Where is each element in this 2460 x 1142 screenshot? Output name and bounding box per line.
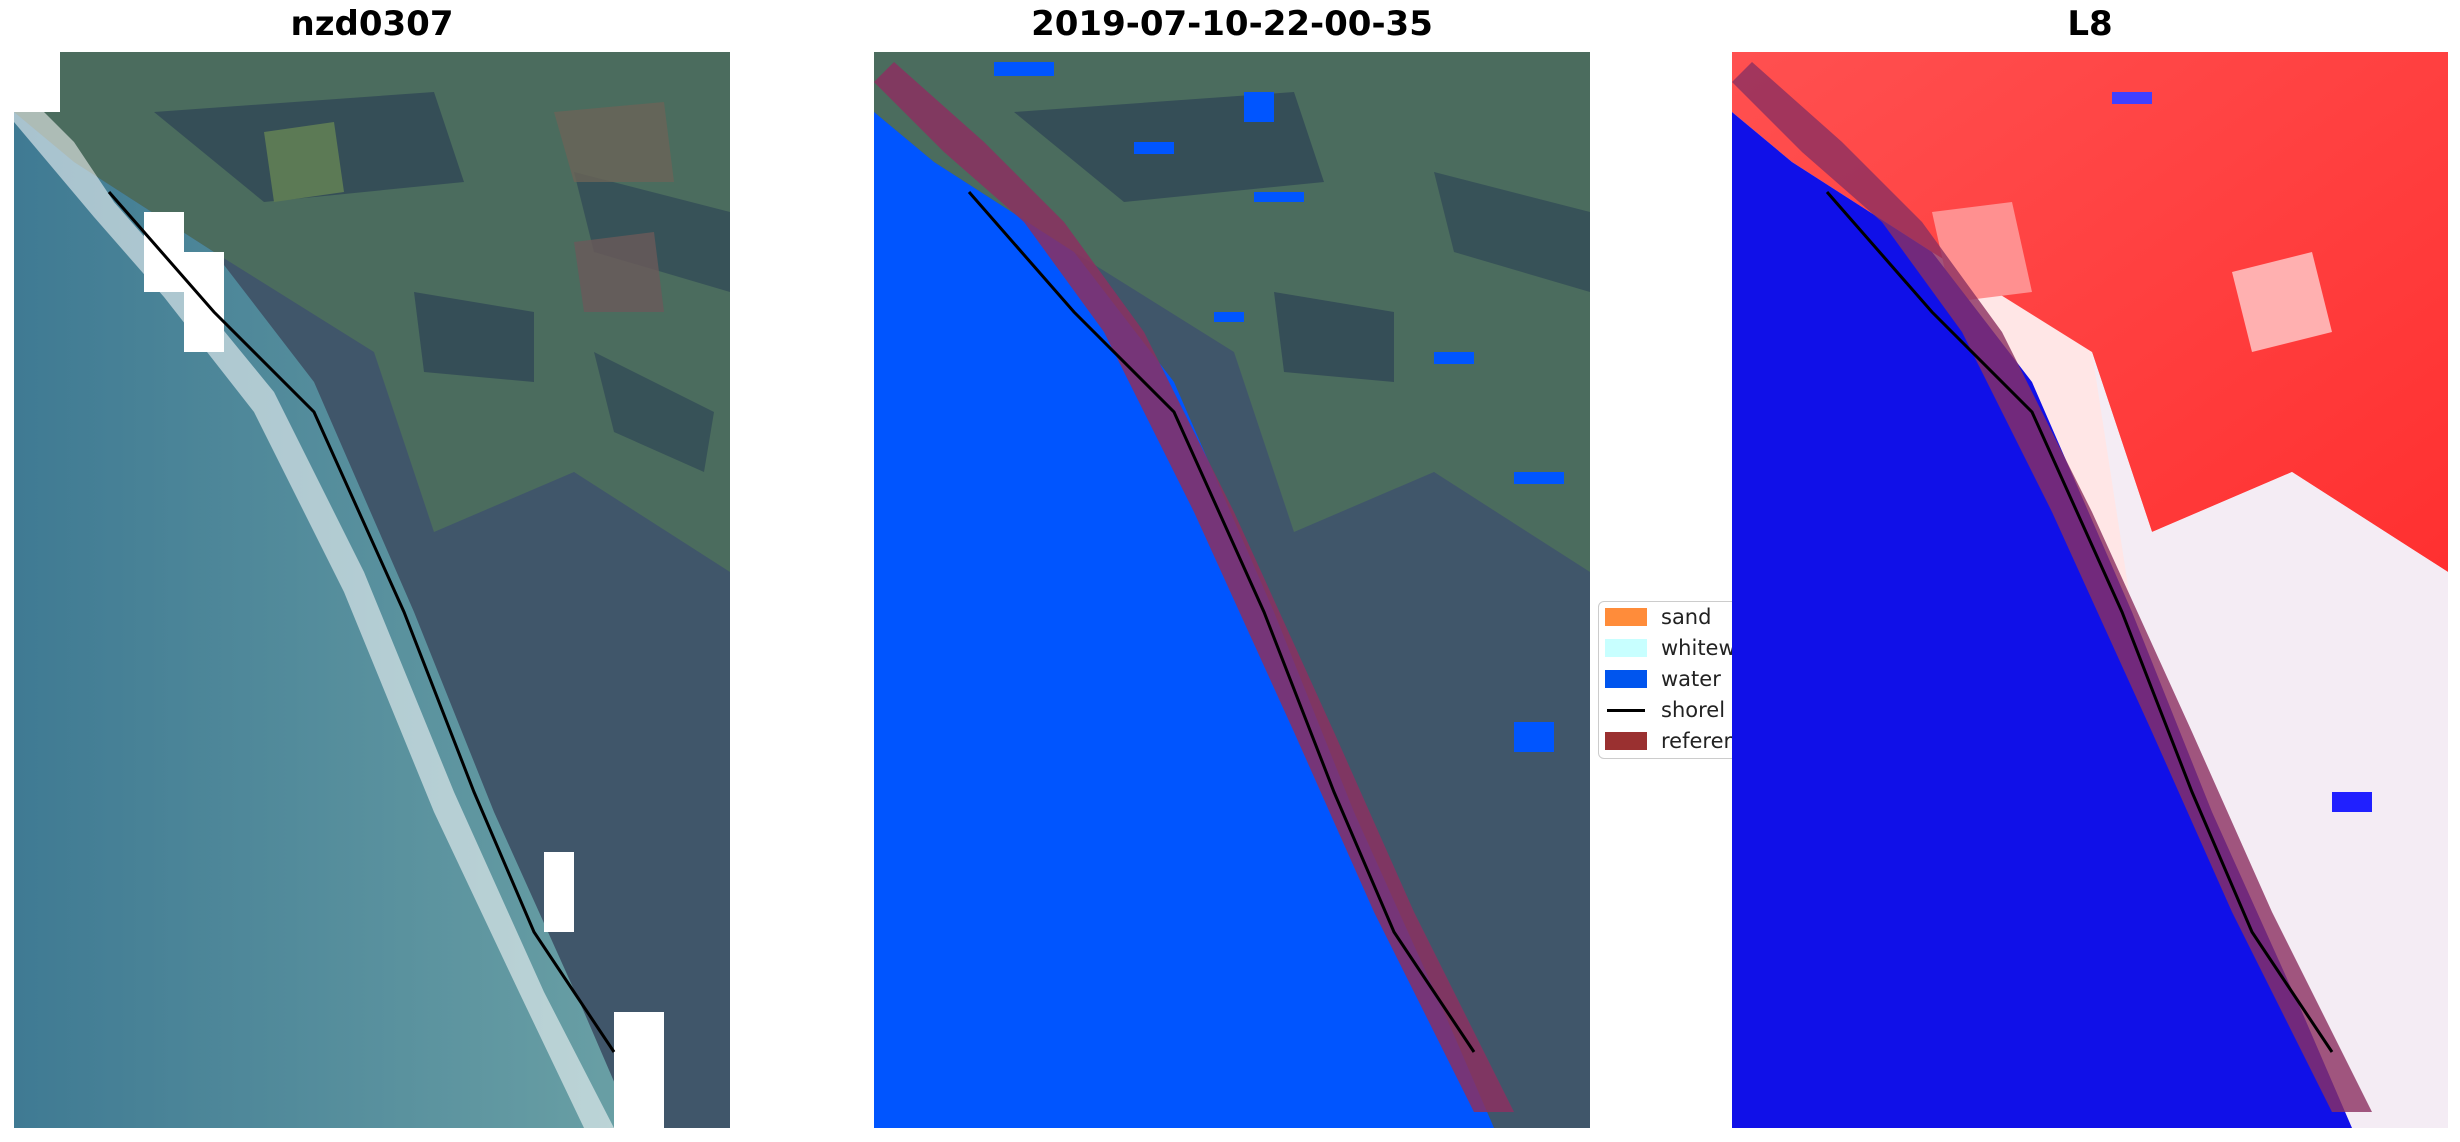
panel-title-3: L8: [2067, 4, 2113, 44]
whitewater-swatch: [1605, 639, 1647, 657]
classification-panel: [874, 52, 1590, 1128]
legend-item-reference: referen: [1605, 728, 1737, 754]
index-panel: [1732, 52, 2448, 1128]
classified-image: [874, 52, 1590, 1128]
legend-item-shoreline: shorel: [1605, 697, 1725, 723]
rgb-image-panel: [14, 52, 730, 1128]
legend-item-whitewater: whitew: [1605, 635, 1736, 661]
legend-label-shoreline: shorel: [1661, 698, 1726, 722]
water-swatch: [1605, 670, 1647, 688]
legend-item-water: water: [1605, 666, 1721, 692]
legend-label-whitewater: whitew: [1661, 636, 1736, 660]
legend-item-sand: sand: [1605, 604, 1711, 630]
panel-title-2: 2019-07-10-22-00-35: [1031, 4, 1433, 44]
sand-swatch: [1605, 608, 1647, 626]
legend: sand whitew water shorel referen: [1598, 601, 1738, 759]
index-image: [1732, 52, 2448, 1128]
panel-title-1: nzd0307: [290, 4, 454, 44]
legend-label-reference: referen: [1661, 729, 1737, 753]
rgb-image: [14, 52, 730, 1128]
reference-swatch: [1605, 732, 1647, 750]
legend-label-water: water: [1661, 667, 1721, 691]
legend-label-sand: sand: [1661, 605, 1712, 629]
shoreline-line-swatch: [1605, 701, 1647, 719]
